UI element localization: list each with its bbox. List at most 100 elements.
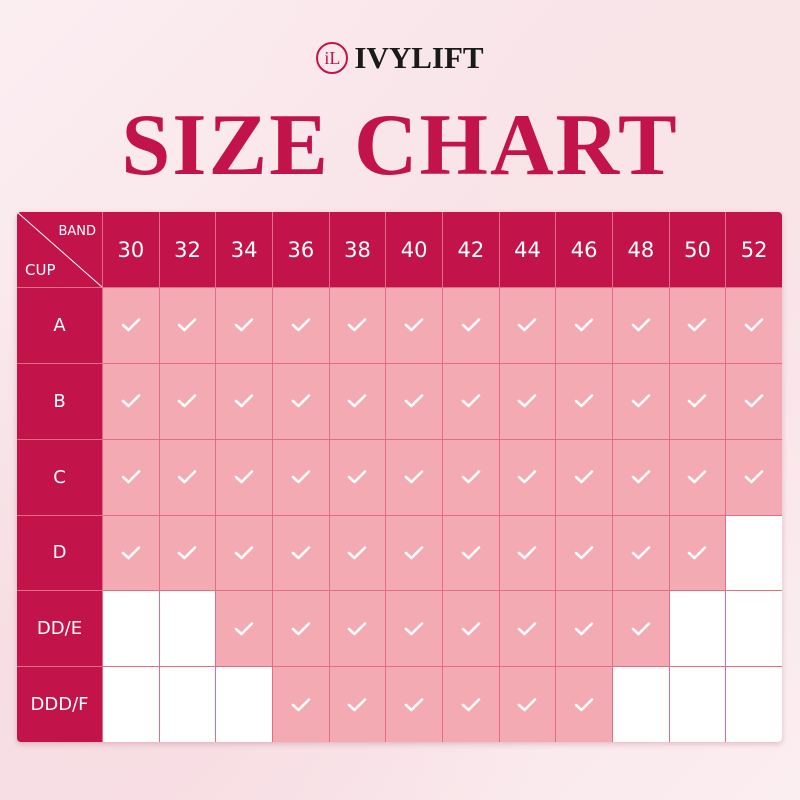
checkmark-icon: [348, 318, 367, 332]
band-label: BAND: [58, 224, 96, 239]
size-cell-available: [216, 363, 272, 439]
checkmark-icon: [518, 394, 537, 408]
size-cell-available: [499, 288, 556, 363]
size-cell-available: [386, 288, 442, 363]
checkmark-icon: [631, 394, 651, 408]
size-cell-available: [103, 363, 159, 439]
size-cell-unavailable: [726, 591, 782, 667]
checkmark-icon: [518, 621, 537, 636]
size-cell-available: [726, 288, 782, 363]
size-cell-available: [273, 288, 329, 363]
size-cell-available: [216, 515, 272, 591]
checkmark-icon: [461, 546, 481, 560]
checkmark-icon: [574, 621, 594, 636]
checkmark-icon: [234, 546, 254, 560]
checkmark-icon: [348, 621, 367, 636]
size-cell-available: [443, 515, 499, 591]
checkmark-icon: [518, 318, 537, 332]
checkmark-icon: [688, 318, 707, 332]
size-cell-available: [726, 439, 782, 515]
checkmark-icon: [178, 546, 197, 560]
band-header: 38: [329, 212, 386, 287]
checkmark-icon: [234, 318, 254, 332]
checkmark-icon: [744, 394, 764, 408]
checkmark-icon: [631, 546, 651, 560]
size-cell-available: [386, 439, 442, 515]
cup-header: A: [17, 288, 102, 363]
checkmark-icon: [348, 470, 367, 484]
size-cell-available: [159, 439, 216, 515]
size-cell-available: [386, 667, 442, 742]
cup-label: CUP: [25, 261, 56, 279]
checkmark-icon: [744, 318, 764, 332]
size-cell-available: [556, 515, 612, 591]
band-header: 50: [669, 212, 726, 287]
size-cell-available: [556, 288, 612, 363]
size-cell-available: [103, 439, 159, 515]
checkmark-icon: [574, 394, 594, 408]
size-cell-unavailable: [726, 667, 782, 742]
checkmark-icon: [461, 621, 481, 636]
page-title: SIZE CHART: [121, 97, 679, 194]
checkmark-icon: [348, 697, 367, 711]
logo-mark: iL: [316, 42, 349, 74]
size-cell-available: [329, 515, 386, 591]
size-cell-unavailable: [103, 667, 159, 742]
size-cell-available: [499, 667, 556, 742]
checkmark-icon: [121, 394, 141, 408]
size-cell-available: [613, 288, 669, 363]
size-cell-available: [499, 363, 556, 439]
checkmark-icon: [404, 697, 424, 711]
checkmark-icon: [121, 546, 141, 560]
size-cell-available: [159, 288, 216, 363]
band-header: 36: [273, 212, 329, 287]
checkmark-icon: [291, 697, 311, 711]
size-cell-available: [556, 591, 612, 667]
size-cell-available: [103, 515, 159, 591]
size-cell-available: [726, 363, 782, 439]
checkmark-icon: [461, 470, 481, 484]
checkmark-icon: [121, 318, 141, 332]
size-cell-unavailable: [726, 515, 782, 591]
checkmark-icon: [291, 621, 311, 636]
size-cell-available: [556, 363, 612, 439]
size-cell-unavailable: [669, 667, 726, 742]
size-cell-available: [273, 667, 329, 742]
size-cell-available: [386, 515, 442, 591]
checkmark-icon: [404, 546, 424, 560]
size-cell-available: [613, 515, 669, 591]
checkmark-icon: [291, 394, 311, 408]
size-cell-unavailable: [159, 591, 216, 667]
size-cell-available: [216, 439, 272, 515]
table-corner: BAND CUP: [17, 212, 102, 287]
size-cell-available: [669, 288, 726, 363]
checkmark-icon: [688, 394, 707, 408]
checkmark-icon: [744, 470, 764, 484]
size-cell-available: [273, 439, 329, 515]
size-chart-table: BAND CUP 30 32 34 36 38 40 42 44 46 48 50 52 A B C D DD/…: [17, 212, 782, 742]
size-cell-available: [273, 515, 329, 591]
size-cell-available: [669, 439, 726, 515]
checkmark-icon: [631, 318, 651, 332]
band-header: 46: [556, 212, 612, 287]
checkmark-icon: [518, 697, 537, 711]
checkmark-icon: [688, 470, 707, 484]
size-cell-available: [216, 591, 272, 667]
size-cell-unavailable: [159, 667, 216, 742]
checkmark-icon: [404, 621, 424, 636]
checkmark-icon: [234, 621, 254, 636]
size-cell-available: [499, 591, 556, 667]
size-cell-available: [159, 515, 216, 591]
checkmark-icon: [234, 394, 254, 408]
band-header: 52: [726, 212, 782, 287]
size-cell-available: [669, 363, 726, 439]
size-cell-available: [329, 288, 386, 363]
size-cell-available: [613, 591, 669, 667]
band-header: 42: [443, 212, 499, 287]
band-header: 40: [386, 212, 442, 287]
size-cell-available: [499, 439, 556, 515]
size-cell-available: [329, 591, 386, 667]
checkmark-icon: [461, 697, 481, 711]
checkmark-icon: [461, 394, 481, 408]
checkmark-icon: [688, 546, 707, 560]
